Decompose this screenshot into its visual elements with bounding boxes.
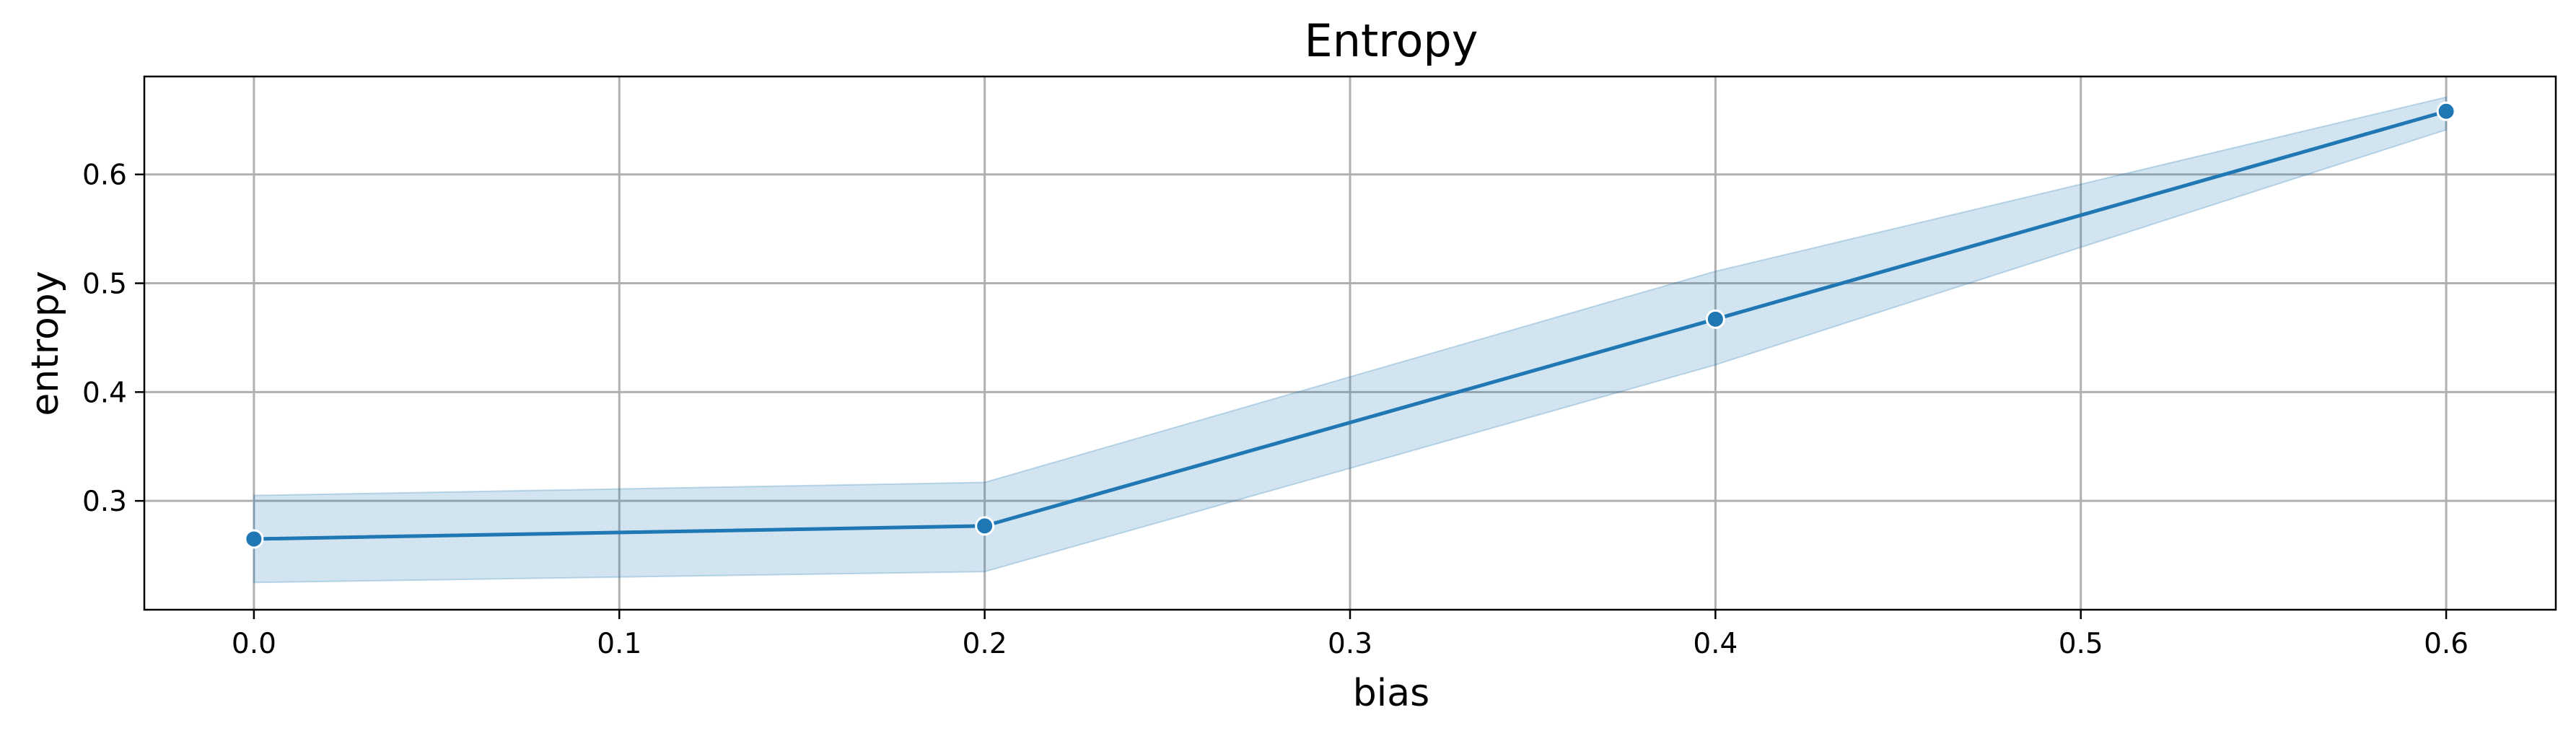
y-axis-label: entropy [24,271,67,416]
y-tick-label: 0.5 [82,268,127,301]
x-tick-label: 0.6 [2424,628,2468,660]
axis-ticks: 0.0 0.1 0.2 0.3 0.4 0.5 0.6 0.3 0.4 0.5 0.6 [82,159,2468,660]
x-tick-label: 0.5 [2059,628,2103,660]
y-tick-label: 0.6 [82,159,127,192]
data-points [244,101,2456,549]
grid-lines [144,76,2556,610]
data-point [1705,309,1725,329]
x-tick-label: 0.3 [1328,628,1372,660]
series-line [253,109,2447,541]
data-point [975,516,995,536]
series-lines [253,109,2447,541]
x-tick-label: 0.4 [1693,628,1738,660]
x-axis-label: bias [1353,672,1429,715]
y-tick-label: 0.4 [82,377,127,409]
chart-title: Entropy [1305,14,1478,67]
data-point [2436,101,2456,121]
x-tick-label: 0.1 [597,628,641,660]
x-tick-label: 0.0 [232,628,276,660]
data-point [244,529,264,549]
x-tick-label: 0.2 [963,628,1007,660]
y-tick-label: 0.3 [82,486,127,518]
